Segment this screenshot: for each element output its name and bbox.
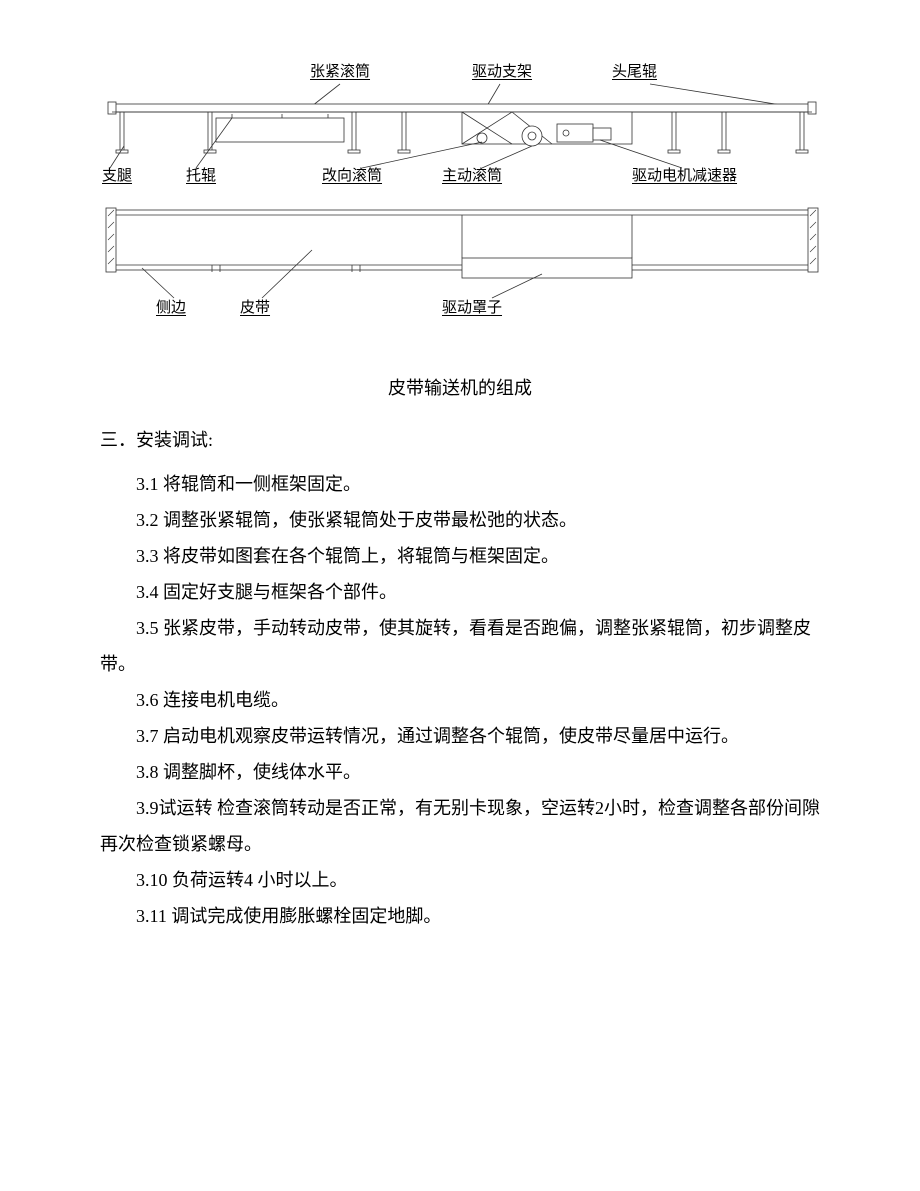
item-3-5: 3.5 张紧皮带，手动转动皮带，使其旋转，看看是否跑偏，调整张紧辊筒，初步调整皮… xyxy=(100,610,820,682)
label-belt: 皮带 xyxy=(240,296,270,317)
label-tension-roller: 张紧滚筒 xyxy=(310,60,370,81)
label-drive-roller: 主动滚筒 xyxy=(442,164,502,185)
item-3-2: 3.2 调整张紧辊筒，使张紧辊筒处于皮带最松弛的状态。 xyxy=(100,502,820,538)
label-drive-motor-reducer: 驱动电机减速器 xyxy=(632,164,737,185)
label-side-edge: 侧边 xyxy=(156,296,186,317)
item-3-6: 3.6 连接电机电缆。 xyxy=(100,682,820,718)
item-3-11: 3.11 调试完成使用膨胀螺栓固定地脚。 xyxy=(100,898,820,934)
item-3-3: 3.3 将皮带如图套在各个辊筒上，将辊筒与框架固定。 xyxy=(100,538,820,574)
conveyor-top-view xyxy=(112,210,812,284)
label-drive-cover: 驱动罩子 xyxy=(442,296,502,317)
item-3-10: 3.10 负荷运转4 小时以上。 xyxy=(100,862,820,898)
item-3-8: 3.8 调整脚杯，使线体水平。 xyxy=(100,754,820,790)
conveyor-side-view xyxy=(112,96,812,158)
diagram-area: 张紧滚筒 驱动支架 头尾辊 xyxy=(100,60,820,370)
label-drive-bracket: 驱动支架 xyxy=(472,60,532,81)
item-3-4: 3.4 固定好支腿与框架各个部件。 xyxy=(100,574,820,610)
label-bend-roller: 改向滚筒 xyxy=(322,164,382,185)
item-3-7: 3.7 启动电机观察皮带运转情况，通过调整各个辊筒，使皮带尽量居中运行。 xyxy=(100,718,820,754)
label-leg: 支腿 xyxy=(102,164,132,185)
label-idler-roller: 托辊 xyxy=(186,164,216,185)
diagram-caption: 皮带输送机的组成 xyxy=(100,374,820,400)
section-title: 三．安装调试: xyxy=(100,426,820,452)
item-3-1: 3.1 将辊筒和一侧框架固定。 xyxy=(100,466,820,502)
item-3-9: 3.9试运转 检查滚筒转动是否正常，有无别卡现象，空运转2小时，检查调整各部份间… xyxy=(100,790,820,862)
section-body: 3.1 将辊筒和一侧框架固定。 3.2 调整张紧辊筒，使张紧辊筒处于皮带最松弛的… xyxy=(100,466,820,934)
label-head-tail-roller: 头尾辊 xyxy=(612,60,657,81)
item-3-5-text: 3.5 张紧皮带，手动转动皮带，使其旋转，看看是否跑偏，调整张紧辊筒，初步调整皮… xyxy=(100,618,811,674)
top-label-row: 张紧滚筒 驱动支架 头尾辊 xyxy=(100,60,820,86)
